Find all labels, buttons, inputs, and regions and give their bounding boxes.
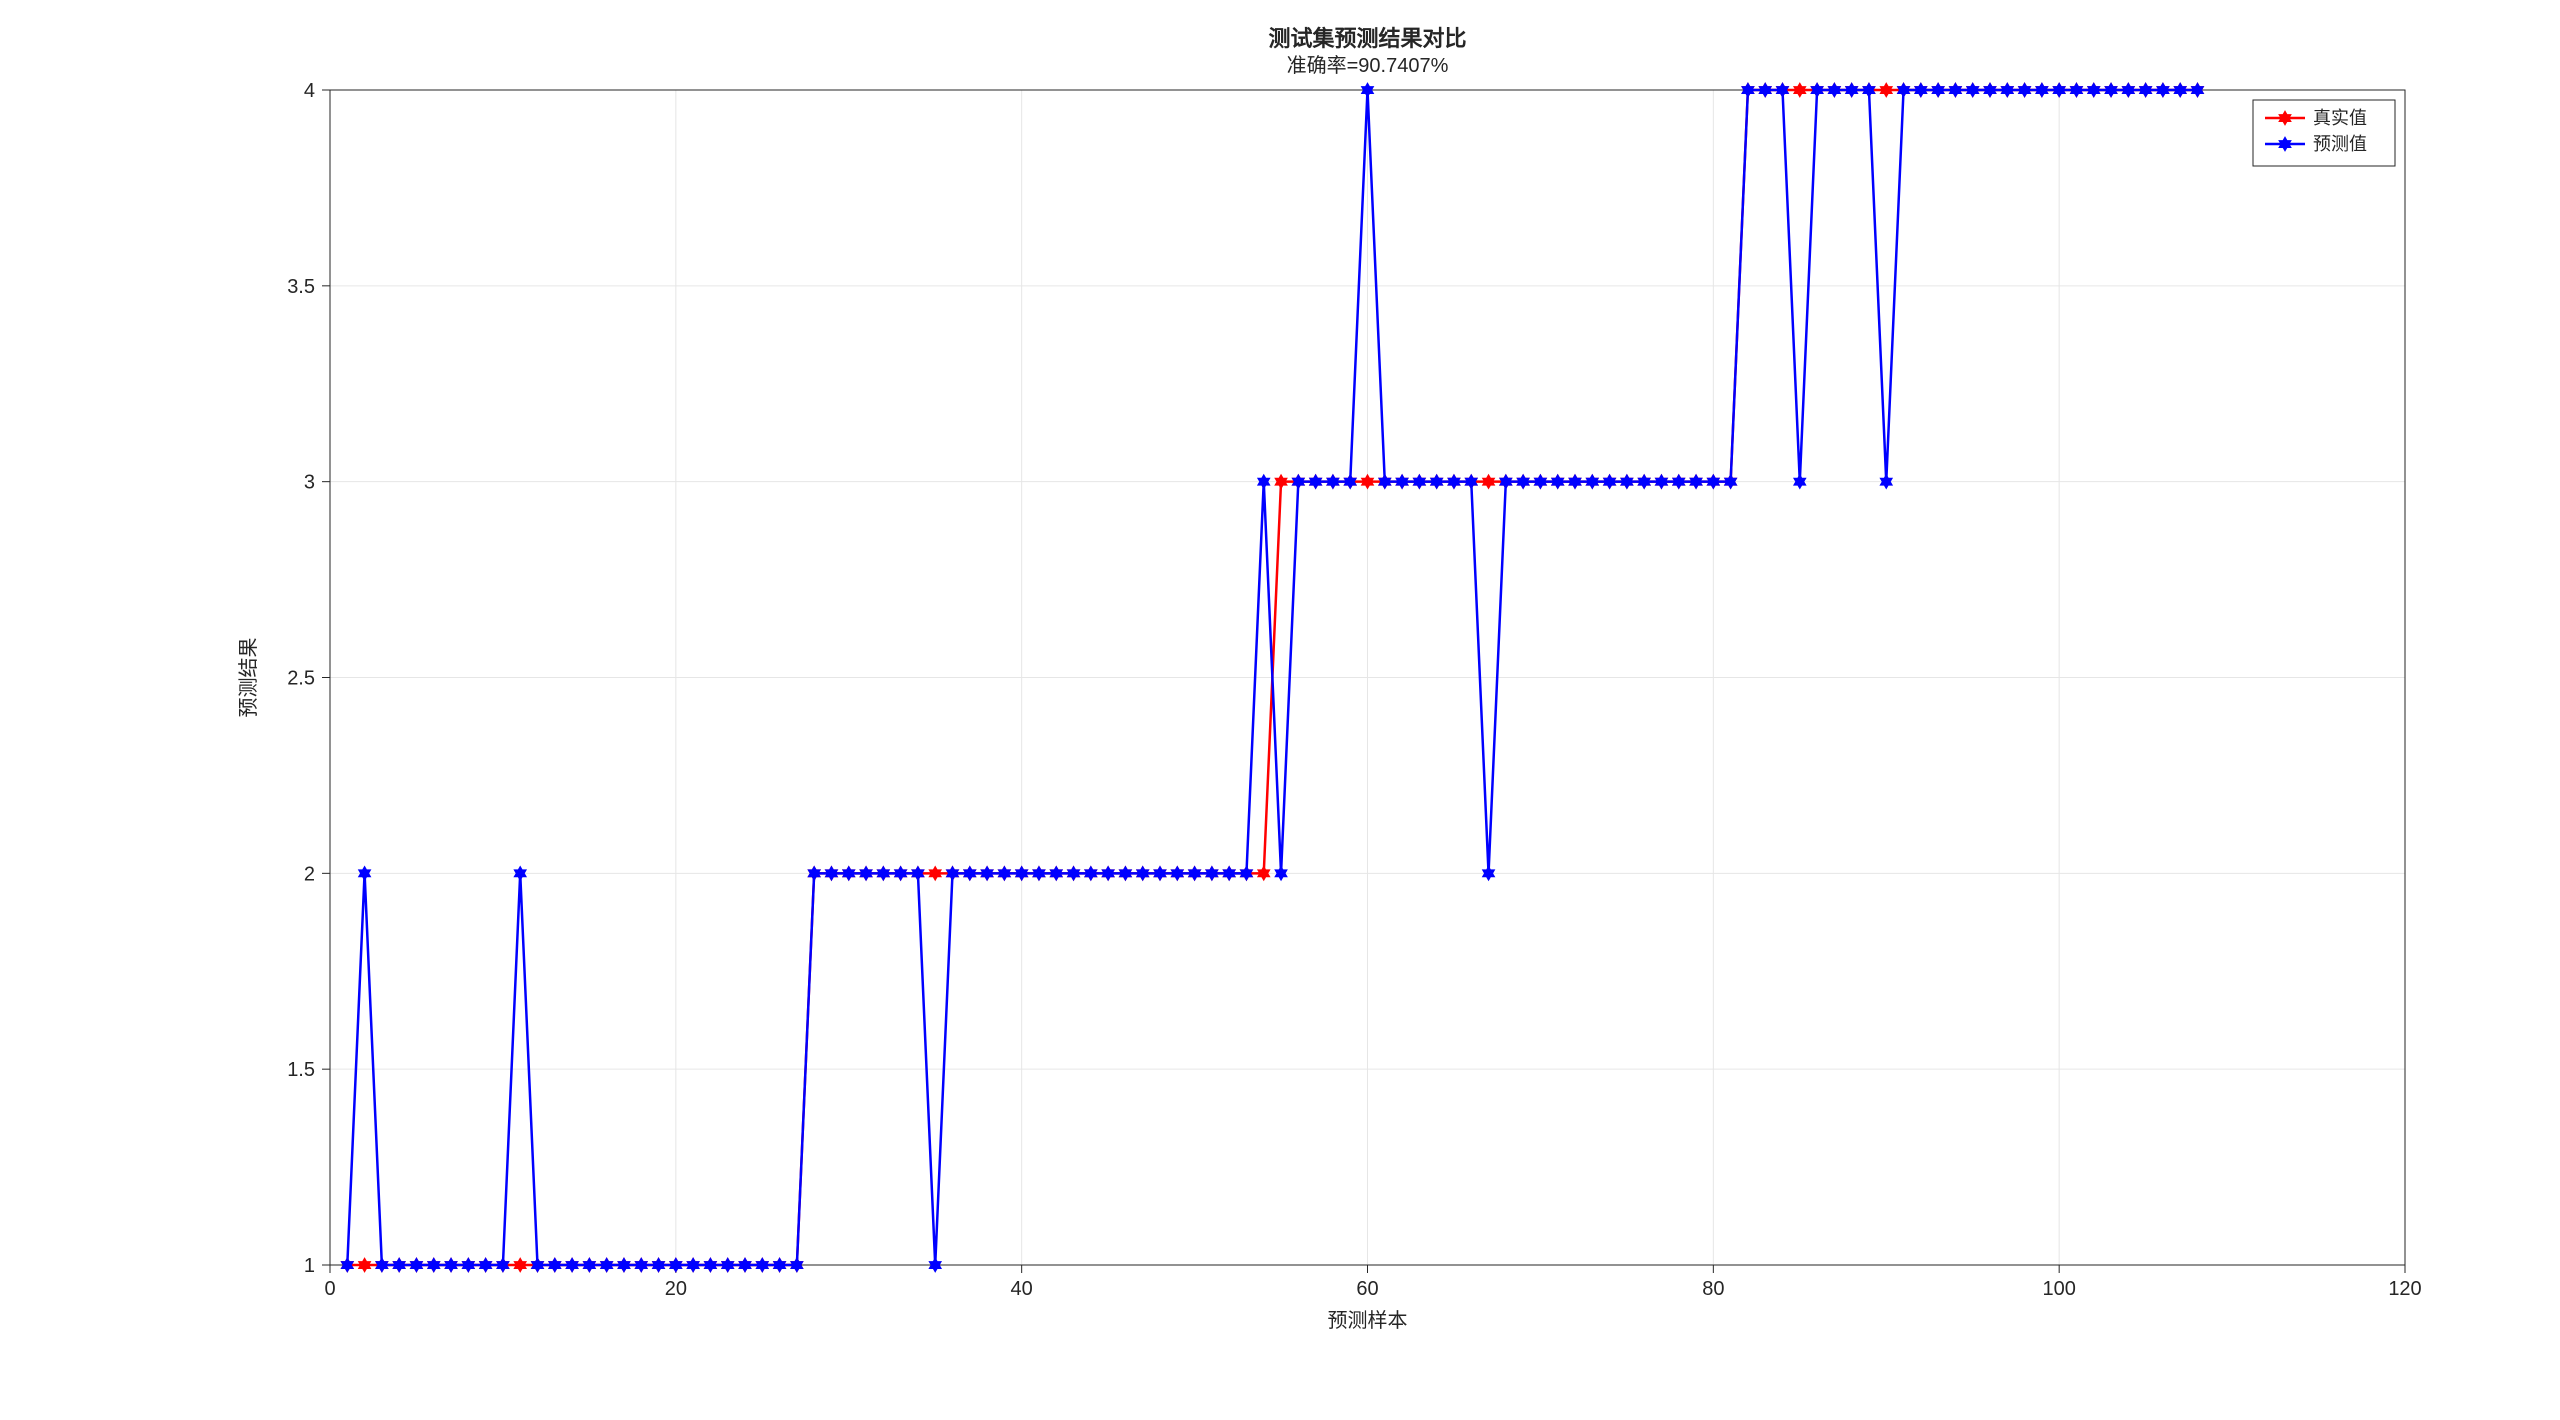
y-tick-label: 1.5 bbox=[287, 1059, 315, 1081]
x-tick-label: 120 bbox=[2388, 1278, 2421, 1300]
prediction-comparison-chart: 0 20 40 60 80 100 120 1 1.5 2 2.5 3 3.5 4 预测样本 预测结果 测试集预… bbox=[0, 0, 2560, 1420]
y-tick-label: 2.5 bbox=[287, 668, 315, 690]
y-tick-label: 2 bbox=[304, 863, 315, 885]
x-tick-label: 100 bbox=[2042, 1278, 2075, 1300]
chart-title: 测试集预测结果对比 bbox=[1268, 26, 1466, 51]
x-tick-label: 80 bbox=[1702, 1278, 1724, 1300]
y-tick-label: 4 bbox=[304, 80, 315, 102]
x-axis-label: 预测样本 bbox=[1328, 1309, 1408, 1332]
y-tick-label: 1 bbox=[304, 1255, 315, 1277]
chart-subtitle: 准确率=90.7407% bbox=[1287, 54, 1449, 77]
x-tick-label: 0 bbox=[324, 1278, 335, 1300]
y-tick-label: 3 bbox=[304, 472, 315, 494]
x-tick-label: 60 bbox=[1356, 1278, 1378, 1300]
chart-container: 0 20 40 60 80 100 120 1 1.5 2 2.5 3 3.5 4 预测样本 预测结果 测试集预… bbox=[0, 0, 2560, 1420]
x-tick-label: 40 bbox=[1011, 1278, 1033, 1300]
legend-entry: 预测值 bbox=[2313, 134, 2367, 154]
y-tick-label: 3.5 bbox=[287, 276, 315, 298]
legend-entry: 真实值 bbox=[2313, 108, 2367, 128]
legend: 真实值预测值 bbox=[2253, 100, 2395, 166]
y-axis-label: 预测结果 bbox=[237, 638, 260, 718]
x-tick-label: 20 bbox=[665, 1278, 687, 1300]
